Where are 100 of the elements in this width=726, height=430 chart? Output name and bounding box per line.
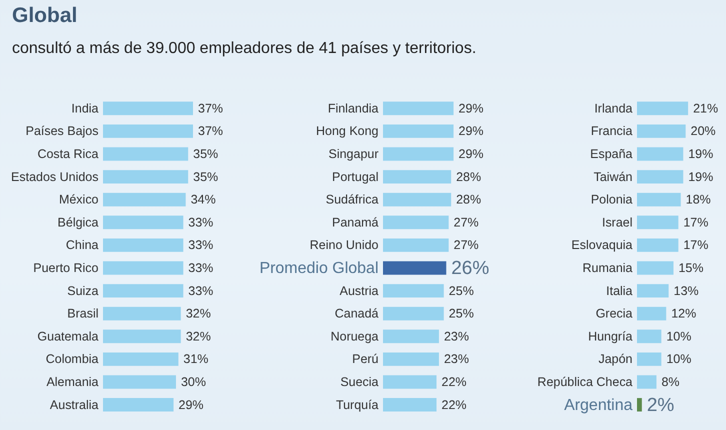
data-label: 25% — [448, 284, 474, 298]
bar — [383, 352, 439, 366]
data-label: 17% — [683, 215, 708, 230]
data-label: 15% — [678, 260, 704, 275]
y-tick-label: Turquía — [336, 398, 379, 412]
data-label: 33% — [188, 260, 214, 275]
y-tick-label: Brasil — [67, 306, 98, 321]
bar — [637, 284, 669, 298]
data-label: 19% — [688, 170, 714, 184]
data-label: 22% — [442, 398, 467, 412]
data-label: 27% — [454, 238, 479, 252]
bar — [103, 216, 184, 230]
data-label: 33% — [188, 284, 214, 298]
bar — [103, 147, 188, 161]
bar — [103, 124, 193, 138]
bar — [383, 238, 449, 252]
data-label: 2% — [646, 394, 674, 416]
y-tick-label: Austria — [340, 284, 379, 298]
data-label: 29% — [458, 101, 484, 116]
y-tick-label: Australia — [50, 398, 99, 412]
data-label: 35% — [193, 147, 218, 161]
data-label: 32% — [186, 329, 211, 344]
data-label: 29% — [178, 398, 204, 412]
data-label: 22% — [442, 374, 467, 389]
bar — [103, 102, 193, 116]
y-tick-label: Argentina — [564, 396, 633, 414]
y-tick-label: Costa Rica — [37, 147, 99, 161]
data-label: 8% — [661, 374, 680, 389]
data-label: 12% — [671, 306, 696, 321]
bar — [637, 352, 662, 366]
y-tick-label: Singapur — [328, 147, 378, 161]
bar — [383, 261, 446, 275]
data-label: 20% — [690, 124, 716, 138]
y-tick-label: Japón — [598, 352, 633, 366]
bar — [383, 306, 444, 320]
bar — [103, 192, 186, 206]
bar — [103, 398, 174, 412]
data-label: 21% — [693, 101, 718, 116]
y-tick-label: Promedio Global — [259, 260, 378, 277]
data-label: 37% — [198, 101, 223, 116]
y-tick-label: Irlanda — [594, 101, 633, 116]
y-tick-label: Suiza — [67, 284, 99, 298]
bar — [637, 147, 684, 161]
bar — [637, 330, 662, 344]
y-tick-label: Puerto Rico — [33, 260, 99, 275]
data-label: 28% — [456, 170, 482, 184]
bar — [637, 261, 674, 275]
data-label: 10% — [666, 329, 692, 344]
data-label: 23% — [444, 329, 469, 344]
bar — [637, 124, 686, 138]
y-tick-label: Hong Kong — [316, 124, 379, 138]
data-label: 25% — [448, 306, 474, 321]
data-label: 29% — [458, 124, 484, 138]
bar — [637, 102, 688, 116]
y-tick-label: Perú — [352, 352, 379, 366]
y-tick-label: Suecia — [340, 374, 379, 389]
y-tick-label: Eslovaquia — [571, 238, 633, 252]
y-tick-label: España — [590, 147, 633, 161]
data-label: 34% — [190, 192, 216, 207]
data-label: 32% — [186, 306, 211, 321]
data-label: 13% — [674, 284, 699, 298]
data-label: 17% — [683, 238, 708, 252]
y-tick-label: República Checa — [537, 374, 633, 389]
data-label: 37% — [198, 124, 223, 138]
bar — [103, 261, 184, 275]
data-label: 23% — [444, 352, 469, 366]
bar — [383, 216, 449, 230]
y-tick-label: Hungría — [588, 329, 633, 344]
y-tick-label: China — [66, 238, 99, 252]
y-tick-label: Sudáfrica — [326, 192, 379, 207]
bar — [637, 238, 678, 252]
bar — [383, 192, 452, 206]
bar — [383, 398, 437, 412]
bar — [383, 124, 454, 138]
data-label: 27% — [454, 215, 479, 230]
data-label: 19% — [688, 147, 714, 161]
bar — [637, 398, 642, 412]
bar — [383, 330, 439, 344]
y-tick-label: Colombia — [46, 352, 99, 366]
bar — [637, 170, 684, 184]
y-tick-label: Panamá — [332, 215, 379, 230]
y-tick-label: Finlandia — [328, 101, 379, 116]
data-label: 29% — [458, 147, 484, 161]
bar — [103, 330, 181, 344]
bar — [103, 284, 184, 298]
y-tick-label: Rumania — [582, 260, 633, 275]
y-tick-label: Alemania — [46, 374, 99, 389]
bar — [103, 306, 181, 320]
y-tick-label: Polonia — [590, 192, 633, 207]
bar — [103, 352, 178, 366]
data-label: 31% — [183, 352, 208, 366]
y-tick-label: México — [58, 192, 99, 207]
bar — [383, 147, 454, 161]
bar — [103, 238, 184, 252]
bar — [383, 170, 452, 184]
data-label: 18% — [686, 192, 711, 207]
y-tick-label: Países Bajos — [26, 124, 98, 138]
bar — [383, 375, 437, 389]
y-tick-label: Estados Unidos — [11, 170, 98, 184]
bar — [383, 284, 444, 298]
